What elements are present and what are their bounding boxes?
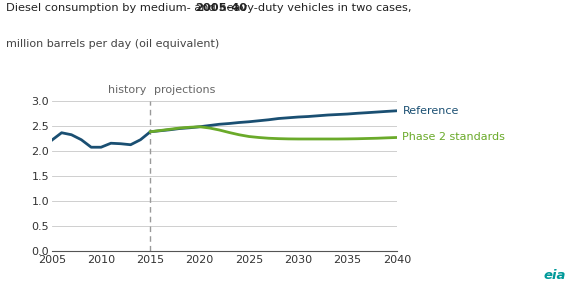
Text: Phase 2 standards: Phase 2 standards — [402, 132, 505, 143]
Text: Diesel consumption by medium- and heavy-duty vehicles in two cases,: Diesel consumption by medium- and heavy-… — [6, 3, 415, 13]
Text: eia: eia — [544, 269, 566, 282]
Text: projections: projections — [154, 85, 215, 95]
Text: 2005-40: 2005-40 — [196, 3, 247, 13]
Text: Reference: Reference — [402, 106, 459, 116]
Text: million barrels per day (oil equivalent): million barrels per day (oil equivalent) — [6, 39, 219, 49]
Text: history: history — [109, 85, 147, 95]
